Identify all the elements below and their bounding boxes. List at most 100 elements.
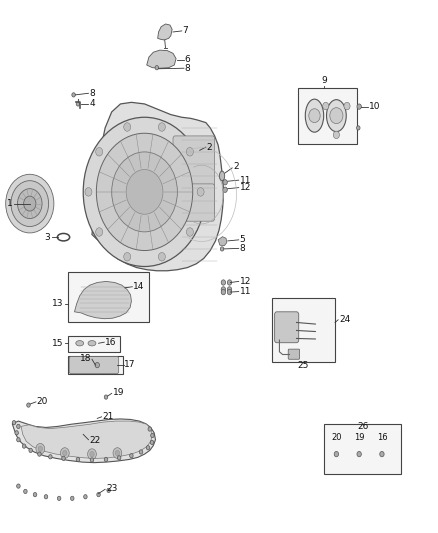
Circle shape — [113, 448, 122, 458]
Circle shape — [227, 289, 232, 295]
Polygon shape — [12, 419, 155, 463]
Circle shape — [357, 126, 360, 130]
Text: 19: 19 — [354, 433, 364, 442]
Circle shape — [24, 196, 36, 211]
Circle shape — [18, 189, 42, 219]
Text: 4: 4 — [89, 100, 95, 108]
Text: 11: 11 — [240, 287, 251, 296]
Circle shape — [96, 133, 193, 251]
Circle shape — [221, 289, 226, 295]
Polygon shape — [92, 102, 223, 271]
Ellipse shape — [219, 171, 225, 181]
Circle shape — [344, 102, 350, 110]
Circle shape — [24, 489, 27, 494]
Circle shape — [187, 148, 194, 156]
Circle shape — [104, 457, 108, 462]
Circle shape — [124, 253, 131, 261]
Text: 18: 18 — [80, 354, 91, 362]
Bar — [324, 424, 401, 474]
Circle shape — [124, 123, 131, 131]
Circle shape — [159, 123, 166, 131]
Text: 8: 8 — [185, 64, 191, 72]
Text: 7: 7 — [183, 27, 188, 35]
Circle shape — [88, 449, 96, 459]
FancyBboxPatch shape — [288, 349, 300, 359]
Circle shape — [62, 456, 65, 461]
Text: 21: 21 — [102, 413, 114, 421]
Circle shape — [29, 448, 32, 453]
Circle shape — [357, 104, 361, 109]
Circle shape — [221, 280, 226, 285]
Bar — [68, 272, 149, 322]
Circle shape — [146, 446, 150, 450]
Text: 3: 3 — [45, 233, 50, 241]
Circle shape — [221, 287, 226, 292]
Circle shape — [126, 169, 163, 214]
Circle shape — [76, 457, 80, 462]
Text: 8: 8 — [89, 89, 95, 98]
Circle shape — [22, 444, 26, 448]
Text: 11: 11 — [240, 176, 251, 184]
Circle shape — [95, 228, 102, 236]
Text: 5: 5 — [240, 236, 245, 244]
Text: 14: 14 — [133, 282, 145, 291]
Circle shape — [17, 484, 20, 488]
Text: 20: 20 — [331, 433, 342, 442]
Circle shape — [117, 456, 121, 460]
Circle shape — [38, 446, 42, 451]
FancyBboxPatch shape — [177, 184, 215, 221]
Text: 12: 12 — [240, 277, 251, 286]
Circle shape — [357, 451, 361, 457]
Circle shape — [49, 455, 52, 459]
Circle shape — [44, 495, 48, 499]
Polygon shape — [158, 24, 172, 40]
Circle shape — [95, 362, 99, 368]
Circle shape — [107, 488, 110, 492]
Circle shape — [197, 188, 204, 196]
Text: 10: 10 — [369, 102, 380, 111]
Text: 16: 16 — [105, 338, 117, 346]
FancyBboxPatch shape — [173, 136, 215, 216]
Text: 15: 15 — [53, 339, 64, 348]
Text: 24: 24 — [339, 316, 350, 324]
Circle shape — [223, 187, 227, 192]
Circle shape — [148, 427, 152, 431]
Text: 2: 2 — [233, 162, 239, 171]
Text: 13: 13 — [53, 300, 64, 308]
Text: 12: 12 — [240, 183, 251, 192]
Circle shape — [150, 440, 154, 445]
Circle shape — [57, 496, 61, 500]
Circle shape — [60, 448, 69, 458]
Bar — [272, 298, 335, 362]
Text: 9: 9 — [321, 76, 327, 85]
Text: 22: 22 — [89, 436, 101, 445]
Text: 26: 26 — [357, 422, 368, 431]
Circle shape — [83, 117, 206, 266]
Circle shape — [95, 148, 102, 156]
FancyBboxPatch shape — [69, 357, 119, 374]
Circle shape — [6, 174, 54, 233]
Circle shape — [112, 152, 177, 232]
Polygon shape — [21, 421, 152, 458]
Circle shape — [63, 450, 67, 456]
Circle shape — [334, 451, 339, 457]
Polygon shape — [147, 50, 176, 68]
Circle shape — [115, 450, 120, 456]
Circle shape — [155, 66, 159, 70]
Circle shape — [333, 131, 339, 139]
Circle shape — [323, 102, 329, 110]
Circle shape — [187, 228, 194, 236]
FancyBboxPatch shape — [275, 312, 299, 343]
Text: 6: 6 — [185, 55, 191, 64]
Circle shape — [17, 424, 20, 429]
Circle shape — [104, 395, 108, 399]
Circle shape — [17, 438, 20, 442]
Text: 1: 1 — [7, 199, 13, 208]
Polygon shape — [218, 237, 227, 246]
Text: 16: 16 — [377, 433, 387, 442]
Ellipse shape — [305, 99, 324, 132]
Circle shape — [309, 109, 320, 123]
Text: 19: 19 — [113, 389, 124, 397]
Circle shape — [12, 421, 16, 425]
Bar — [68, 356, 123, 374]
